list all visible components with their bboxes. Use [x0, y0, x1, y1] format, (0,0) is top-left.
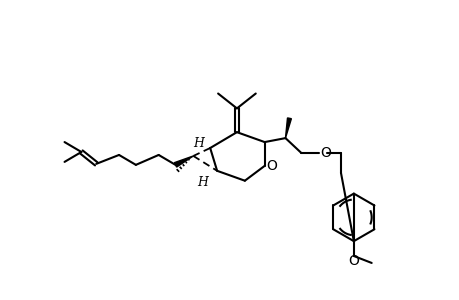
Text: H: H: [196, 176, 207, 189]
Polygon shape: [174, 156, 193, 167]
Polygon shape: [285, 118, 291, 138]
Text: H: H: [192, 136, 203, 150]
Text: O: O: [347, 254, 358, 268]
Text: O: O: [320, 146, 331, 160]
Text: O: O: [266, 159, 276, 173]
